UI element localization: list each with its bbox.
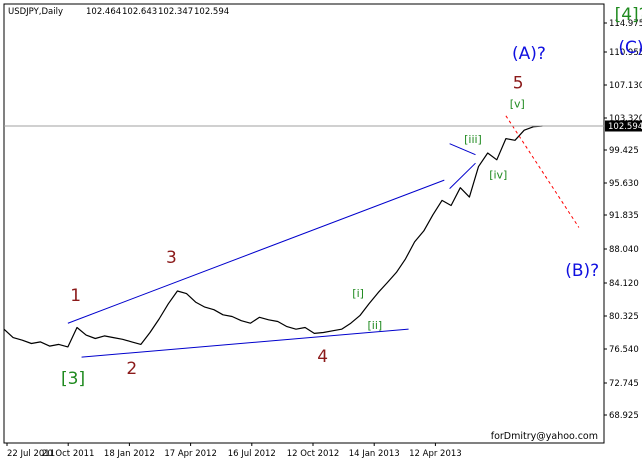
x-axis-tick-label: 16 Jul 2012 xyxy=(228,449,276,459)
y-axis-tick-label: 84.120 xyxy=(609,279,639,289)
line-layer xyxy=(3,115,604,358)
current-price-marker: 102.594 xyxy=(605,120,642,132)
current-price-label: 102.594 xyxy=(608,122,642,132)
x-axis-tick-label: 20 Oct 2011 xyxy=(42,449,95,459)
y-axis-tick-label: 80.325 xyxy=(609,312,639,322)
watermark-text: forDmitry@yahoo.com xyxy=(491,431,598,442)
y-axis-tick-label: 110.955 xyxy=(609,48,642,58)
y-axis-tick-label: 88.040 xyxy=(609,245,639,255)
forecast-line xyxy=(505,115,580,228)
wave-label: [i] xyxy=(352,287,364,300)
y-axis-tick-label: 91.835 xyxy=(609,211,639,221)
y-axis-tick-label: 95.630 xyxy=(609,179,639,189)
trend-line xyxy=(449,143,476,156)
wave-label: (C) xyxy=(618,38,642,58)
wave-label: [3] xyxy=(61,369,85,389)
wave-label: 1 xyxy=(70,286,81,306)
chart-header-low: 102.347 xyxy=(158,7,193,17)
plot-frame xyxy=(3,3,605,444)
chart-header-close: 102.594 xyxy=(194,7,229,17)
wave-label: 3 xyxy=(166,248,177,268)
y-axis-tick-label: 99.425 xyxy=(609,146,639,156)
trend-line xyxy=(81,328,409,358)
wave-label: [v] xyxy=(510,97,525,110)
wave-label: (A)? xyxy=(512,44,546,64)
y-axis-tick-label: 72.745 xyxy=(609,379,639,389)
y-axis-tick-label: 107.130 xyxy=(609,81,642,91)
wave-label: (B)? xyxy=(565,261,599,281)
chart-header-open: 102.464 xyxy=(86,7,121,17)
x-axis-tick-label: 12 Oct 2012 xyxy=(287,449,340,459)
wave-label: [ii] xyxy=(368,319,383,332)
annotation-layer: 1 2 3 4 5 [3] [4]? (A)? (C) (B)? [i] [ii] [iii] [iv] [… xyxy=(61,5,642,389)
y-axis-tick-label: 114.975 xyxy=(609,19,642,29)
x-axis-tick-label: 12 Apr 2013 xyxy=(409,449,462,459)
wave-label: 2 xyxy=(126,359,137,379)
x-axis-tick-label: 17 Apr 2012 xyxy=(164,449,217,459)
chart-header-high: 102.643 xyxy=(122,7,157,17)
wave-label: [iv] xyxy=(489,168,507,181)
y-axis-tick-label: 68.925 xyxy=(609,411,639,421)
x-axis-tick-label: 14 Jan 2013 xyxy=(349,449,400,459)
x-axis-tick-label: 18 Jan 2012 xyxy=(104,449,155,459)
y-axis-tick-label: 76.540 xyxy=(609,345,639,355)
x-axis-tick-label: 22 Jul 2011 xyxy=(7,449,55,459)
wave-label: [iii] xyxy=(464,133,482,146)
wave-label: 5 xyxy=(513,74,524,94)
trend-line xyxy=(67,179,445,324)
wave-label: 4 xyxy=(317,347,328,367)
current-price-box xyxy=(605,120,642,132)
trend-line xyxy=(449,162,476,189)
price-line xyxy=(3,125,543,348)
chart-header-symbol: USDJPY,Daily xyxy=(8,7,63,17)
wave-label: [4]? xyxy=(615,5,642,25)
y-axis-tick-label: 103.320 xyxy=(609,114,642,124)
